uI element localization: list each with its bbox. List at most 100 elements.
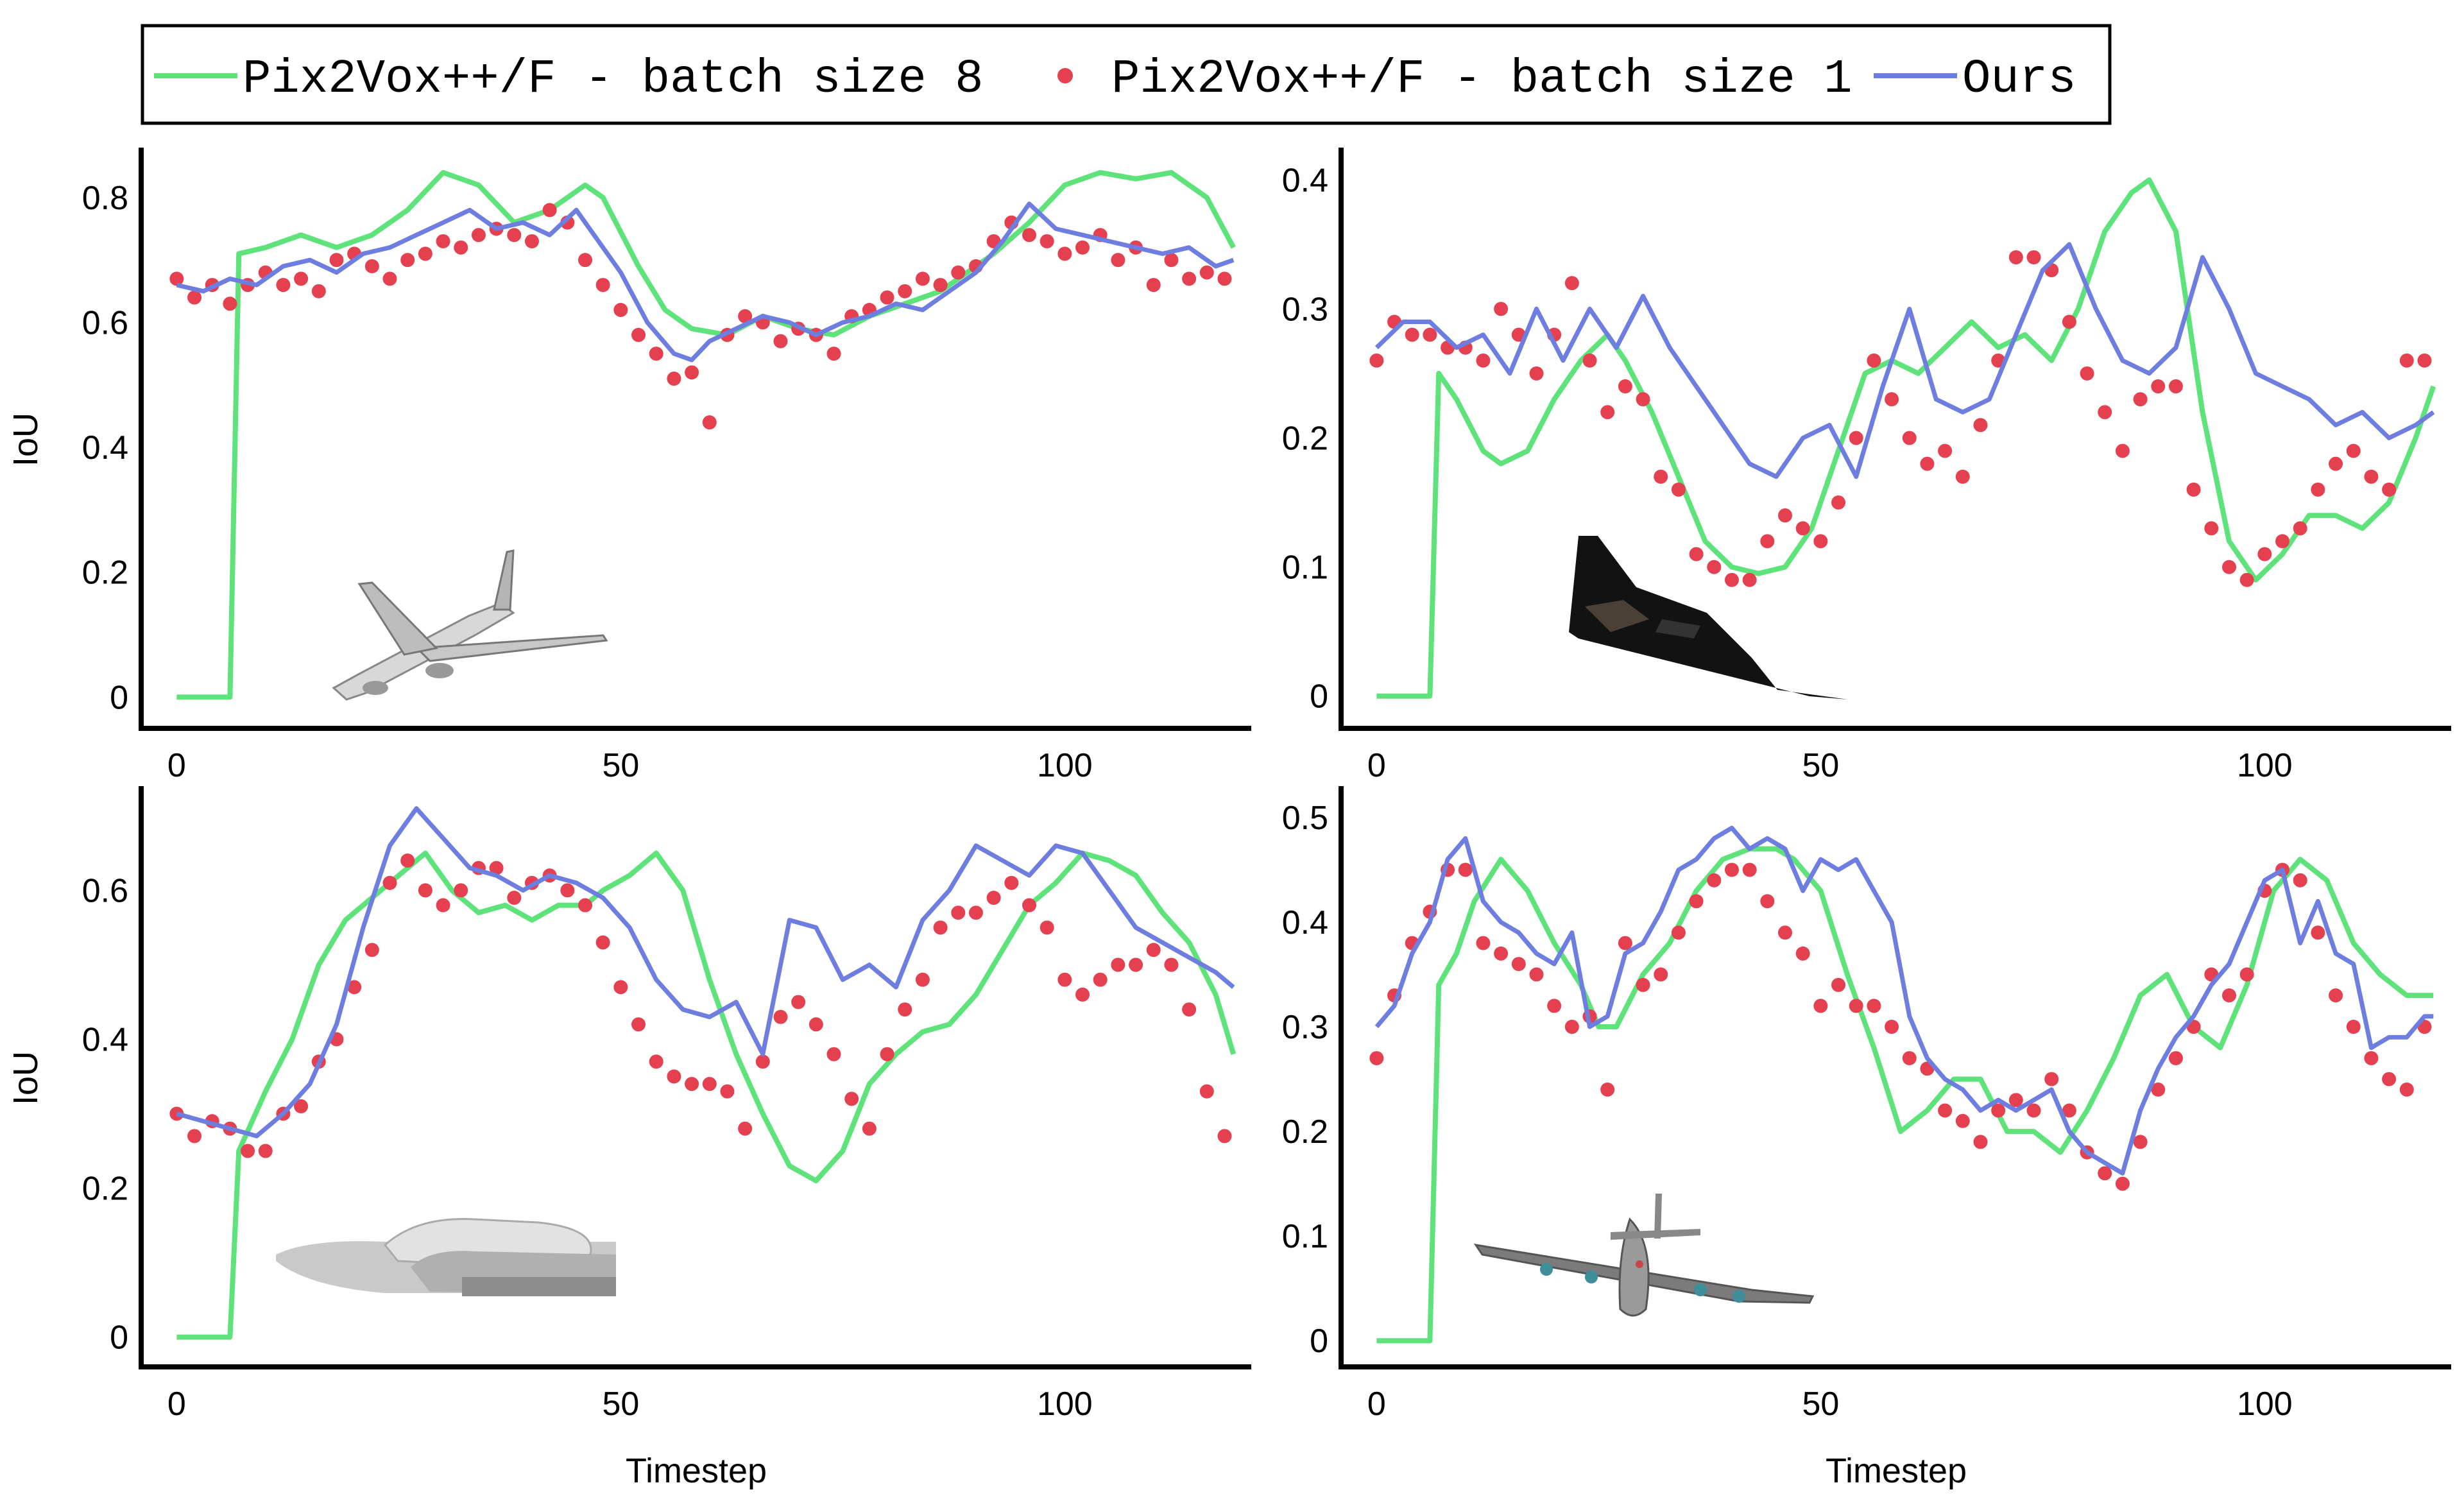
batch1-point [1955,1113,1970,1128]
x-tick-label: 50 [602,1385,639,1423]
batch1-point [667,372,681,386]
y-tick-label: 0.3 [1282,1009,1328,1046]
batch1-point [2026,1103,2041,1118]
batch1-point [382,875,397,890]
ours-line [176,202,1235,363]
batch1-point [595,935,610,950]
legend-label-batch8: Pix2Vox++/F - batch size 8 [243,53,984,107]
batch1-point [1955,469,1970,484]
batch1-point [1689,894,1704,909]
batch1-point [631,327,646,342]
batch1-point [1582,353,1597,368]
batch1-point [1494,302,1509,316]
batch1-point [1146,278,1161,293]
batch1-point [2293,521,2307,536]
batch1-point [2026,250,2041,264]
batch1-point [1849,431,1863,445]
y-tick-label: 0.1 [1282,549,1328,587]
batch1-point [826,1047,841,1061]
batch1-point [1093,972,1108,987]
batch1-point [1057,972,1072,987]
batch1-point [862,1121,877,1136]
batch1-point [915,972,930,987]
batch1-point [2382,1072,2397,1086]
ours-line [1374,825,2434,1176]
batch1-point [1022,228,1036,243]
batch1-point [933,920,948,935]
batch1-point [915,271,930,286]
legend-label-batch1: Pix2Vox++/F - batch size 1 [1111,53,1852,107]
batch1-point [2115,443,2130,458]
batch1-point [1369,1051,1384,1065]
batch1-point [347,980,362,995]
batch1-point [1369,353,1384,368]
batch1-point [2239,967,2254,982]
y-tick-label: 0.4 [1282,904,1328,941]
batch1-point [2133,392,2148,407]
batch1-point [1795,946,1810,961]
batch1-point [755,1054,770,1069]
batch1-point [2346,443,2361,458]
batch1-point [2346,1020,2361,1034]
batch1-point [1494,946,1509,961]
batch1-point [436,898,450,913]
batch1-point [1529,366,1544,381]
batch1-point [1689,547,1704,562]
batch1-point [1057,246,1072,261]
x-tick-label: 0 [1367,747,1386,784]
ours-line [1374,242,2435,479]
batch1-point [1199,1084,1214,1099]
y-tick-label: 0.4 [1282,162,1328,199]
x-tick-label: 100 [2237,1385,2293,1423]
batch1-point [933,278,948,293]
x-tick-label: 100 [1037,747,1093,784]
batch1-point [1636,392,1650,407]
batch1-point [791,995,806,1009]
batch1-point [1423,327,1437,342]
batch1-point [1831,495,1846,510]
x-tick-label: 50 [1802,747,1839,784]
batch1-point [2382,482,2397,497]
batch1-point [1199,265,1214,280]
batch1-point [1795,521,1810,536]
batch1-point [1902,1051,1917,1065]
airliner-thumbnail [332,549,608,701]
batch1-point [578,898,592,913]
batch1-point [2008,250,2023,264]
panel-top-right: 0 0.1 0.2 0.3 0.4 0 50 100 [1282,148,2451,784]
batch1-point [702,1077,717,1092]
y-axis-label: IoU [6,413,45,467]
ours-line [176,806,1235,1138]
batch1-point [649,347,663,361]
batch1-point [1636,977,1650,992]
batch1-point [1164,253,1179,268]
batch1-point [1547,999,1562,1013]
batch1-point [1511,957,1526,972]
batch1-point [2204,521,2219,536]
batch1-point [1146,943,1161,957]
batch1-point [1885,1020,1899,1034]
batch1-point [2257,547,2272,562]
batch1-point [2133,1135,2148,1149]
batch1-point [1831,977,1846,992]
batch1-point [2080,366,2094,381]
batch1-point [2115,1176,2130,1191]
spaceship-thumbnail [276,1218,616,1296]
batch1-point [436,234,450,248]
batch1-point [471,228,486,243]
batch1-point [578,253,592,268]
batch1-point [1742,862,1757,877]
batch1-point [1938,1103,1953,1118]
batch1-point [507,228,522,243]
batch1-point [1760,894,1775,909]
batch1-point [454,240,468,255]
batch1-point [560,883,575,898]
batch1-point [2098,405,2112,420]
batch1-point [2186,482,2201,497]
batch1-point [2151,379,2166,394]
batch1-point [1004,875,1019,890]
batch1-point [951,905,966,920]
batch1-point [613,303,628,318]
batch1-point [187,1129,202,1144]
batch8-line [1376,177,2436,699]
